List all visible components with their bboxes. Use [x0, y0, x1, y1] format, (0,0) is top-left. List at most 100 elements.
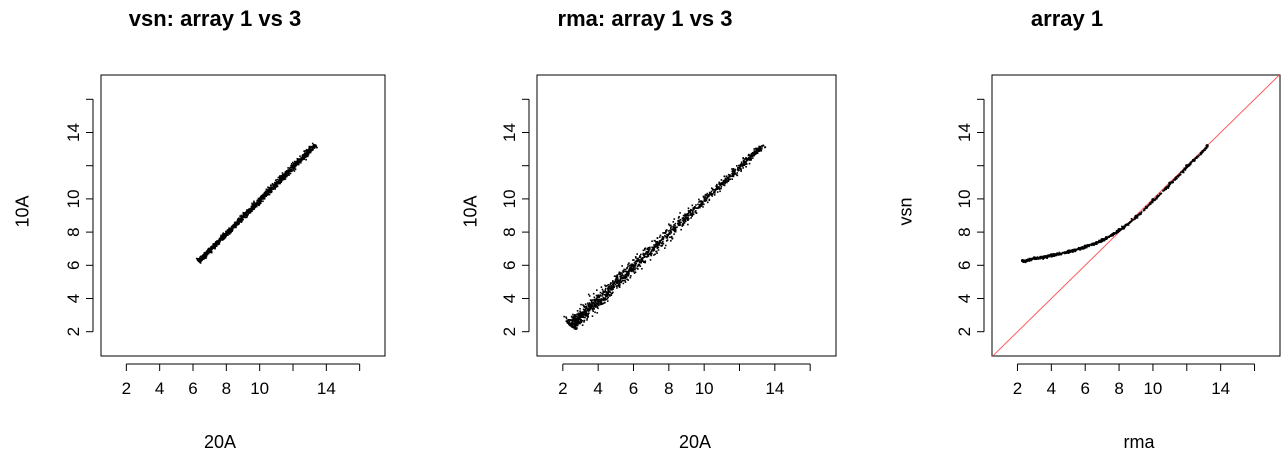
scatter-points: [1020, 144, 1209, 264]
data-point: [1198, 154, 1200, 156]
data-point: [1163, 189, 1165, 191]
data-point: [1042, 258, 1044, 260]
data-point: [692, 213, 695, 216]
data-point: [732, 171, 734, 174]
data-point: [1096, 243, 1098, 246]
data-point: [303, 150, 305, 153]
data-point: [656, 246, 659, 248]
data-point: [566, 321, 569, 324]
data-point: [275, 183, 278, 186]
data-point: [222, 238, 225, 240]
data-point: [299, 160, 302, 163]
data-point: [1136, 215, 1138, 217]
data-point: [630, 275, 632, 277]
data-point: [663, 231, 666, 234]
data-point: [572, 324, 574, 327]
data-point: [1051, 255, 1053, 257]
x-tick-label: 6: [188, 379, 197, 398]
data-point: [719, 190, 721, 193]
data-point: [609, 283, 611, 286]
data-point: [1067, 252, 1070, 254]
data-point: [593, 296, 596, 299]
data-point: [756, 151, 759, 154]
data-point: [205, 253, 208, 255]
data-point: [672, 226, 674, 228]
data-point: [682, 224, 685, 226]
data-point: [209, 250, 211, 252]
data-point: [277, 181, 280, 184]
data-point: [569, 323, 572, 326]
data-point: [1087, 245, 1089, 247]
data-point: [1070, 249, 1073, 252]
data-point: [296, 158, 299, 161]
data-point: [616, 276, 619, 279]
data-point: [621, 277, 624, 279]
data-point: [656, 247, 659, 249]
data-point: [597, 301, 600, 303]
data-point: [623, 275, 626, 278]
data-point: [303, 154, 306, 156]
data-point: [293, 166, 296, 169]
data-point: [1076, 248, 1079, 250]
data-point: [1192, 159, 1194, 161]
data-point: [626, 266, 628, 269]
x-axis: 2 4 6 8 10 14: [122, 363, 361, 398]
data-point: [307, 149, 310, 151]
plot-frame: [991, 74, 1281, 357]
data-point: [251, 207, 254, 210]
data-point: [297, 159, 300, 162]
data-point: [696, 207, 698, 209]
data-point: [1192, 160, 1194, 162]
data-point: [612, 284, 615, 287]
data-point: [669, 230, 672, 233]
data-point: [307, 150, 310, 153]
data-point: [612, 282, 614, 285]
data-point: [691, 204, 694, 207]
data-point: [584, 310, 586, 312]
y-tick-label: 6: [500, 261, 519, 270]
data-point: [725, 175, 728, 178]
data-point: [598, 296, 601, 299]
y-axis-label: vsn: [895, 197, 916, 226]
data-point: [687, 209, 690, 212]
data-point: [611, 288, 614, 291]
data-point: [200, 259, 203, 262]
data-point: [286, 172, 289, 174]
data-point: [732, 174, 734, 176]
data-point: [647, 254, 649, 257]
data-point: [630, 264, 632, 267]
data-point: [628, 264, 631, 267]
data-point: [1123, 226, 1126, 228]
data-point: [620, 271, 622, 274]
data-point: [601, 292, 603, 295]
data-point: [742, 164, 745, 166]
data-point: [580, 313, 583, 315]
data-point: [1023, 260, 1026, 263]
data-point: [590, 299, 593, 302]
data-point: [281, 175, 284, 178]
data-point: [748, 159, 751, 161]
data-point: [1025, 259, 1028, 262]
data-point: [631, 268, 634, 270]
data-point: [655, 250, 657, 253]
data-point: [1110, 234, 1112, 237]
data-point: [603, 298, 606, 300]
data-point: [608, 288, 611, 290]
data-point: [588, 302, 591, 304]
data-point: [221, 235, 223, 238]
data-point: [656, 252, 658, 255]
data-point: [747, 156, 750, 159]
data-point: [579, 315, 582, 318]
data-point: [245, 216, 248, 219]
data-point: [1196, 155, 1199, 158]
data-point: [591, 304, 594, 306]
data-point: [306, 150, 308, 153]
data-point: [640, 257, 643, 260]
data-point: [737, 166, 740, 169]
data-point: [266, 190, 269, 193]
data-point: [224, 234, 227, 236]
y-axis: 2 4 6 8 10 14: [64, 98, 94, 336]
data-point: [593, 303, 595, 305]
data-point: [237, 218, 239, 220]
data-point: [628, 270, 630, 273]
